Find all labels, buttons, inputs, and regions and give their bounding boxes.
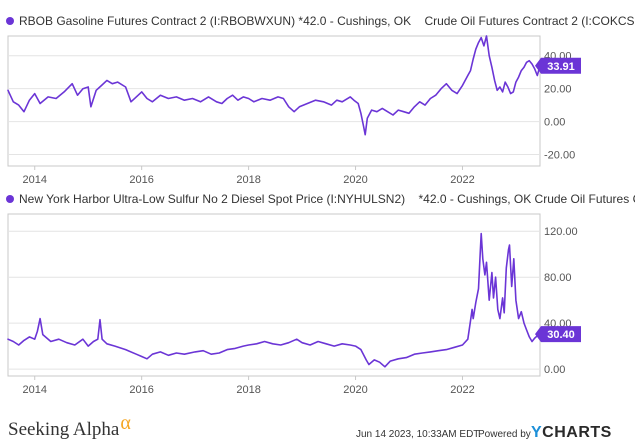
series-line xyxy=(7,232,541,368)
y-tick-label: 120.00 xyxy=(544,226,578,238)
x-tick-label: 2020 xyxy=(343,384,367,396)
y-tick-label: 0.00 xyxy=(544,364,565,376)
x-tick-label: 2014 xyxy=(22,174,46,186)
ycharts-y: Y xyxy=(531,424,543,441)
series-marker-icon xyxy=(6,17,14,25)
last-value-label: 30.40 xyxy=(547,329,575,341)
last-value-badge xyxy=(535,57,581,74)
x-tick-label: 2020 xyxy=(343,174,367,186)
alpha-glyph: α xyxy=(120,412,131,434)
y-tick-label: 80.00 xyxy=(544,272,572,284)
y-tick-label: -20.00 xyxy=(544,149,575,161)
legend-label-top: RBOB Gasoline Futures Contract 2 (I:RBOB… xyxy=(19,14,635,28)
y-tick-label: 0.00 xyxy=(544,117,565,129)
legend-top: RBOB Gasoline Futures Contract 2 (I:RBOB… xyxy=(6,14,635,28)
legend-bottom: New York Harbor Ultra-Low Sulfur No 2 Di… xyxy=(6,192,635,206)
x-tick-label: 2016 xyxy=(129,174,153,186)
brand-name: Seeking Alpha xyxy=(8,419,120,440)
ycharts-logo: YCHARTS xyxy=(531,424,612,442)
y-tick-label: 20.00 xyxy=(544,84,572,96)
ycharts-rest: CHARTS xyxy=(542,424,612,441)
legend-label-bottom: New York Harbor Ultra-Low Sulfur No 2 Di… xyxy=(19,192,635,206)
last-value-label: 33.91 xyxy=(547,61,575,73)
plot-frame xyxy=(7,35,541,167)
seeking-alpha-logo: Seeking Alphaα xyxy=(8,412,131,441)
last-value-badge xyxy=(535,326,581,343)
x-tick-label: 2018 xyxy=(236,384,260,396)
plot-frame xyxy=(7,213,541,377)
x-tick-label: 2022 xyxy=(450,174,474,186)
x-tick-label: 2018 xyxy=(236,174,260,186)
series-marker-icon xyxy=(6,195,14,203)
timestamp: Jun 14 2023, 10:33AM EDT. xyxy=(356,429,482,440)
x-tick-label: 2022 xyxy=(450,384,474,396)
x-tick-label: 2016 xyxy=(129,384,153,396)
x-tick-label: 2014 xyxy=(22,384,46,396)
series-line xyxy=(7,35,541,136)
powered-by-label: Powered by xyxy=(478,429,531,440)
